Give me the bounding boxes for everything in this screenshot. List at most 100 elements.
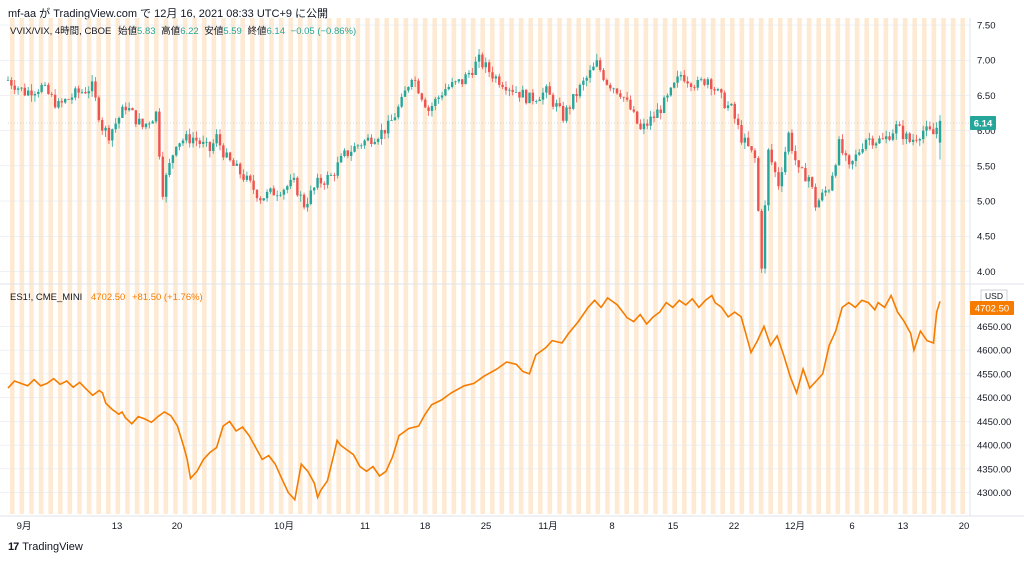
candle [282, 188, 286, 200]
candle-body [403, 90, 407, 97]
price-axis-top[interactable]: 7.50 7.00 6.50 6.00 5.50 5.00 4.50 4.00 [977, 21, 996, 278]
candle [868, 132, 871, 146]
candle [356, 144, 360, 149]
candle-body [154, 111, 158, 122]
candle-body [349, 151, 353, 156]
time-axis[interactable]: 9月 13 20 10月 11 18 25 11月 8 15 22 12月 6 13 20 [17, 521, 970, 532]
candle-body [911, 139, 915, 142]
session-band [278, 18, 284, 514]
candle [67, 98, 70, 100]
candle [790, 129, 794, 154]
candle [225, 148, 228, 159]
candle [720, 88, 723, 99]
candle-body [595, 60, 599, 67]
candle-body [575, 94, 578, 97]
time-tick-label: 22 [729, 521, 740, 532]
es1-pane[interactable] [7, 293, 941, 502]
session-band [931, 18, 937, 514]
candle [592, 62, 595, 71]
candle [824, 186, 827, 197]
price-tick-label: 6.00 [977, 126, 996, 137]
footer-brand[interactable]: 17 TradingView [8, 541, 83, 553]
candle-body [117, 117, 121, 124]
candle-body [242, 174, 245, 180]
time-tick-label: 11月 [538, 521, 557, 532]
candle-body [938, 120, 942, 143]
candle-body [289, 179, 292, 187]
vvix-vix-pane[interactable] [6, 48, 970, 274]
candle-body [844, 153, 847, 156]
session-band [230, 18, 236, 514]
candle-body [784, 151, 787, 173]
candle-body [629, 99, 632, 110]
candle-body [710, 79, 713, 90]
candle [447, 84, 450, 91]
candle [235, 160, 238, 166]
candle [518, 91, 521, 102]
session-band [326, 18, 332, 514]
price-tick-label: 4500.00 [977, 393, 1011, 404]
candle [696, 76, 699, 91]
candle-body [615, 88, 619, 94]
candle [622, 96, 625, 102]
candle [50, 91, 53, 97]
price-axis-bottom[interactable]: 4650.00 4600.00 4550.00 4500.00 4450.00 4400.… [977, 322, 1011, 499]
candle-body [767, 149, 770, 206]
candle-body [430, 106, 434, 111]
session-band [336, 18, 341, 514]
candle-body [713, 89, 716, 91]
candle [265, 189, 269, 202]
candle [208, 141, 212, 158]
candle-body [329, 174, 333, 176]
candle-body [467, 72, 471, 75]
candle [70, 93, 74, 104]
candle [555, 99, 558, 112]
session-band [38, 18, 44, 514]
candle-body [387, 120, 390, 134]
session-band [451, 18, 457, 514]
low-label: 安値 [204, 25, 224, 37]
candle-body [881, 138, 885, 140]
candle-body [545, 86, 548, 93]
candle-body [518, 91, 521, 98]
candle [121, 104, 124, 118]
session-band [816, 18, 821, 514]
candle [74, 86, 77, 101]
candle-body [30, 90, 33, 96]
candle [740, 120, 743, 145]
session-band [163, 18, 169, 514]
session-band [643, 18, 649, 514]
candle-body [851, 160, 854, 165]
candle [171, 154, 175, 169]
candle-body [380, 129, 383, 140]
candle [777, 167, 780, 190]
price-tick-label: 6.50 [977, 91, 996, 102]
low-value: 5.59 [223, 26, 242, 37]
candle [730, 103, 733, 106]
candle-body [491, 72, 494, 79]
candle-body [111, 129, 114, 141]
session-band [317, 18, 322, 514]
candle-body [861, 148, 864, 153]
candle [47, 82, 50, 95]
session-band [739, 18, 745, 514]
tradingview-brand-text: TradingView [22, 541, 83, 553]
candle-body [269, 188, 272, 192]
candle [339, 153, 343, 164]
candle-body [878, 138, 881, 144]
candle-body [649, 116, 652, 126]
time-tick-label: 10月 [274, 521, 294, 532]
candle [760, 208, 763, 273]
candle-body [70, 97, 74, 100]
publish-header-text: mf-aa が TradingView.com で 12月 16, 2021 0… [8, 8, 329, 20]
candle-body [74, 88, 77, 98]
candle-body [551, 94, 555, 107]
candle [632, 106, 636, 114]
candle-body [383, 129, 387, 134]
candle-body [770, 149, 773, 163]
candle [20, 86, 23, 92]
candle-body [514, 91, 518, 93]
candle-body [780, 172, 784, 187]
candle-body [659, 109, 662, 114]
